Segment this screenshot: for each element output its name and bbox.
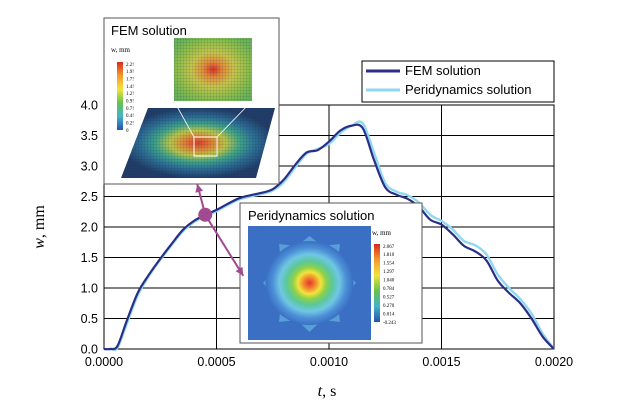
peridynamics-colorbar-label: 0.014: [383, 312, 395, 317]
y-tick-label: 1.5: [81, 251, 98, 265]
peridynamics-colorbar: [374, 244, 380, 322]
highlight-marker: [198, 207, 213, 222]
peridynamics-colorbar-labels: 2.067 1.810 1.554 1.297 1.040 0.784 0.527 0.270…: [383, 245, 396, 326]
fem-series-line: [103, 123, 555, 351]
fem-zoom-mesh: [174, 38, 252, 101]
peridynamics-colorbar-label: 1.297: [383, 270, 395, 275]
y-tick-label: 1.0: [81, 282, 98, 296]
legend: FEM solution Peridynamics solution: [361, 60, 555, 103]
y-tick-label: 3.5: [81, 129, 98, 143]
fem-zoom-region: [193, 136, 218, 157]
peridynamics-colorbar-label: 1.810: [383, 253, 395, 258]
y-tick-label: 0.0: [81, 343, 98, 357]
fem-colorbar-label: 0.9!: [126, 99, 134, 104]
arrow-to-fem-inset-head: [195, 184, 204, 193]
peridynamics-colorbar-label: 0.270: [383, 304, 395, 309]
fem-colorbar-label: 1.7!: [126, 77, 134, 82]
fem-colorbar: [117, 62, 123, 130]
y-axis-label-var: w: [31, 238, 48, 249]
fem-colorbar-label: 1.2!: [126, 92, 134, 97]
fem-colorbar-label: 0: [126, 129, 129, 134]
y-tick-label: 2.5: [81, 190, 98, 204]
legend-label-peridynamics: Peridynamics solution: [405, 82, 531, 97]
y-tick-label: 0.5: [81, 312, 98, 326]
legend-box: [361, 60, 555, 103]
fem-inset: FEM solution w, mm 2.2! 1.9! 1.7! 1.4! 1.2! 0…: [103, 17, 280, 185]
x-axis-label: t, s: [318, 383, 337, 400]
peridynamics-colorbar-label: 2.067: [383, 245, 395, 250]
fem-colorbar-label: 1.4!: [126, 85, 134, 90]
arrow-to-peridynamics-inset-head: [235, 266, 244, 276]
axes: 0.0000 0.0005 0.0010 0.0015 0.0020 0.0 0.5 1.0 1…: [81, 99, 574, 370]
fem-colorbar-label: 0.2!: [126, 121, 134, 126]
marker-layer: [195, 183, 245, 277]
peridynamics-colorbar-label: 1.040: [383, 279, 395, 284]
peridynamics-field: [265, 241, 354, 325]
x-tick-label: 0.0020: [535, 355, 573, 369]
peridynamics-inset: Peridynamics solution w, mm 2.067 1.810 1.…: [239, 202, 423, 344]
x-tick-label: 0.0000: [85, 355, 123, 369]
peridynamics-colorbar-label: 1.554: [383, 262, 395, 267]
series-layer: [103, 120, 555, 352]
fem-colorbar-label: 1.9!: [126, 70, 134, 75]
fem-colorbar-label: 2.2!: [126, 63, 134, 68]
peridynamics-colorbar-label: -0.243: [383, 321, 396, 326]
peridynamics-colorbar-title: w, mm: [372, 229, 392, 237]
fem-inset-title: FEM solution: [111, 23, 187, 38]
fem-zoom-line-right: [216, 100, 253, 138]
fem-colorbar-label: 0.4!: [126, 114, 134, 119]
peridynamics-inset-title: Peridynamics solution: [248, 208, 374, 223]
y-axis-label: w, mm: [31, 205, 48, 249]
peridynamics-colorbar-label: 0.784: [383, 287, 395, 292]
x-tick-label: 0.0010: [310, 355, 348, 369]
y-tick-label: 2.0: [81, 221, 98, 235]
fem-colorbar-label: 0.7!: [126, 107, 134, 112]
peridynamics-colorbar-label: 0.527: [383, 295, 395, 300]
y-tick-label: 3.0: [81, 160, 98, 174]
x-axis-label-var: t: [318, 383, 323, 400]
fem-zoom-line-left: [173, 100, 195, 138]
legend-label-fem: FEM solution: [405, 63, 481, 78]
y-axis-label-unit: , mm: [31, 205, 48, 238]
x-tick-label: 0.0015: [422, 355, 460, 369]
fem-plate-mesh: [121, 108, 275, 178]
x-axis-label-unit: , s: [322, 383, 336, 400]
arrow-to-peridynamics-inset: [204, 214, 245, 277]
y-tick-label: 4.0: [81, 99, 98, 113]
x-tick-label: 0.0005: [197, 355, 235, 369]
fem-colorbar-labels: 2.2! 1.9! 1.7! 1.4! 1.2! 0.9! 0.7! 0.4! 0.2! 0: [126, 63, 134, 134]
fem-colorbar-title: w, mm: [111, 46, 131, 54]
